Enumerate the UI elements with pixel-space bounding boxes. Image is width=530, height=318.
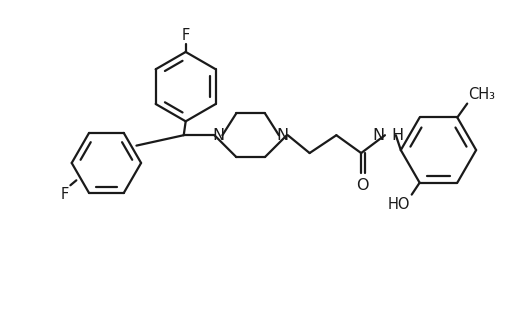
Text: N: N xyxy=(373,128,385,143)
Text: F: F xyxy=(60,187,68,202)
Text: N: N xyxy=(277,128,289,143)
Text: F: F xyxy=(182,28,190,43)
Text: H: H xyxy=(391,128,403,143)
Text: CH₃: CH₃ xyxy=(468,86,495,101)
Text: N: N xyxy=(213,128,225,143)
Text: HO: HO xyxy=(387,197,410,211)
Text: O: O xyxy=(356,178,368,193)
